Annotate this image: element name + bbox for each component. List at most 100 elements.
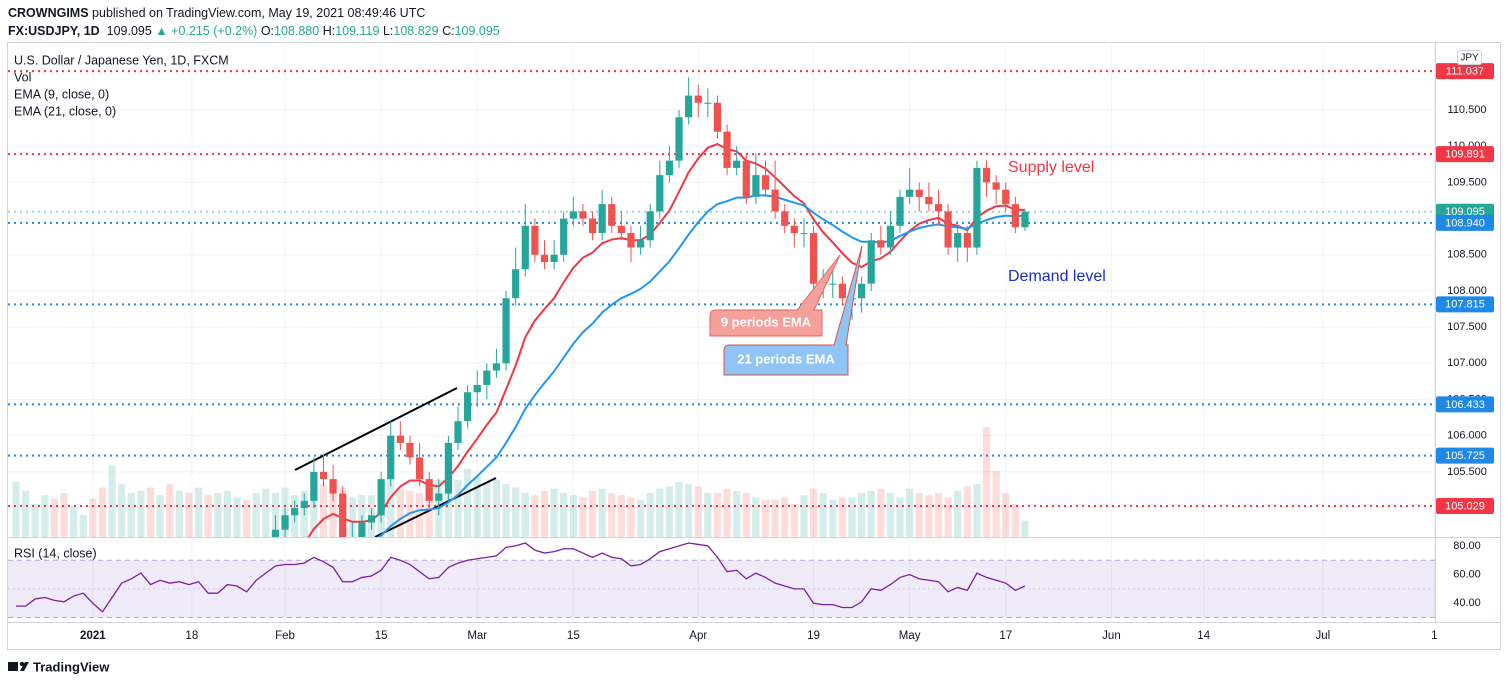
volume-bar — [781, 497, 789, 537]
rsi-tick-label: 40.00 — [1453, 597, 1481, 609]
rsi-legend: RSI (14, close) — [14, 546, 97, 560]
ohlc-label: C: — [442, 24, 455, 38]
volume-bar — [877, 488, 885, 537]
y-tick-label: 109.500 — [1447, 176, 1487, 188]
y-tick-label: 105.500 — [1447, 466, 1487, 478]
volume-bar — [319, 484, 328, 537]
volume-bar — [560, 493, 568, 537]
volume-bar — [108, 465, 116, 537]
publish-line: CROWNGIMS published on TradingView.com, … — [8, 4, 500, 22]
overlay: U.S. Dollar / Japanese Yen, 1D, FXCM Vol… — [8, 50, 1482, 674]
candle-body — [608, 204, 616, 226]
volume-bar — [761, 499, 770, 537]
candle-body — [358, 522, 366, 537]
volume-bar — [262, 488, 270, 537]
volume-bar — [694, 486, 702, 537]
volume-bar — [742, 493, 750, 537]
x-tick-label: Feb — [275, 630, 295, 642]
candle-body — [310, 471, 318, 501]
candle-body — [771, 189, 779, 212]
candle-body — [492, 363, 501, 371]
candle-body — [540, 254, 549, 262]
volume-bar — [464, 468, 472, 537]
candle-body — [713, 102, 722, 132]
callout-text: 9 periods EMA — [721, 314, 812, 329]
x-tick-label: 15 — [375, 630, 388, 642]
volume-bar — [492, 479, 501, 537]
header: CROWNGIMS published on TradingView.com, … — [8, 4, 500, 40]
volume-bar — [89, 498, 97, 537]
candle-body — [915, 189, 923, 197]
y-tick-label: 110.500 — [1448, 104, 1487, 116]
legend-volume: Vol — [14, 70, 31, 84]
volume-bar — [502, 484, 510, 537]
volume-bar — [12, 482, 20, 537]
candle-body — [685, 95, 693, 118]
candle-body — [781, 211, 789, 226]
volume-bar — [579, 497, 587, 537]
x-tick-label: 2021 — [80, 630, 106, 642]
candle-body — [675, 117, 683, 161]
volume-bar — [204, 495, 212, 537]
candle-body — [396, 435, 404, 443]
change: ▲ +0.215 (+0.2%) — [155, 24, 258, 38]
x-tick-label: Jul — [1316, 630, 1331, 642]
volume-bar — [166, 484, 174, 537]
volume-bar — [800, 495, 808, 537]
volume-bar — [396, 487, 404, 537]
volume-bar — [925, 495, 933, 537]
rsi-band — [8, 560, 1435, 618]
rsi-line — [15, 542, 1026, 613]
currency-box — [1457, 50, 1482, 65]
volume-bar — [21, 490, 30, 537]
candle-body — [579, 211, 587, 219]
candle-body — [665, 160, 674, 176]
x-tick-label: 17 — [999, 630, 1012, 642]
frame — [7, 42, 1501, 650]
candle-body — [598, 204, 606, 234]
ohlc-label: L: — [382, 24, 394, 38]
candle-body — [512, 269, 520, 299]
y-tick-label: 107.500 — [1447, 321, 1487, 333]
candle-body — [733, 160, 741, 168]
volume-bar — [329, 493, 337, 537]
volume-bar — [156, 495, 164, 537]
last-price: 109.095 — [106, 24, 152, 38]
x-tick-label: Mar — [467, 630, 487, 642]
candle-body — [800, 233, 808, 235]
volume-bar — [685, 484, 693, 537]
level-label: 111.037 — [1446, 66, 1484, 78]
candle-body — [300, 500, 308, 509]
volume-bar — [675, 482, 683, 537]
level-label: 108.940 — [1445, 217, 1485, 229]
volume-bar — [540, 490, 549, 537]
volume-bar — [569, 495, 577, 537]
candle-body — [444, 442, 453, 494]
ohlc-value: 108.829 — [393, 24, 439, 38]
volume-bar — [790, 504, 798, 537]
axes: 2021 18 Feb 15 Mar 15 Apr 19 May 17 Jun 14 Jul 1 105.5… — [8, 42, 1500, 642]
level-label: 105.029 — [1445, 500, 1485, 512]
level-label: 109.891 — [1445, 149, 1485, 161]
volume-bar — [646, 493, 654, 537]
x-tick-label: 14 — [1197, 630, 1210, 642]
logo-part — [8, 662, 18, 671]
trend-line — [374, 477, 497, 537]
candle-body — [752, 175, 760, 197]
callout — [723, 245, 863, 376]
volume-bar — [214, 493, 222, 537]
volume-bar — [70, 506, 78, 537]
volume-bar — [886, 493, 895, 537]
x-tick-label: Jun — [1102, 630, 1121, 642]
volume-bar — [271, 493, 280, 537]
level-label-box — [1436, 396, 1494, 413]
candle-body — [896, 196, 904, 226]
candle-body — [502, 298, 510, 364]
footer: TradingView — [33, 659, 110, 674]
candle-body — [435, 493, 443, 501]
x-tick-label: 15 — [567, 630, 580, 642]
volume-bar — [60, 493, 68, 537]
y-tick-label: 107.000 — [1447, 357, 1487, 369]
symbol: FX:USDJPY, 1D — [8, 24, 100, 38]
volume-bar — [809, 488, 818, 537]
